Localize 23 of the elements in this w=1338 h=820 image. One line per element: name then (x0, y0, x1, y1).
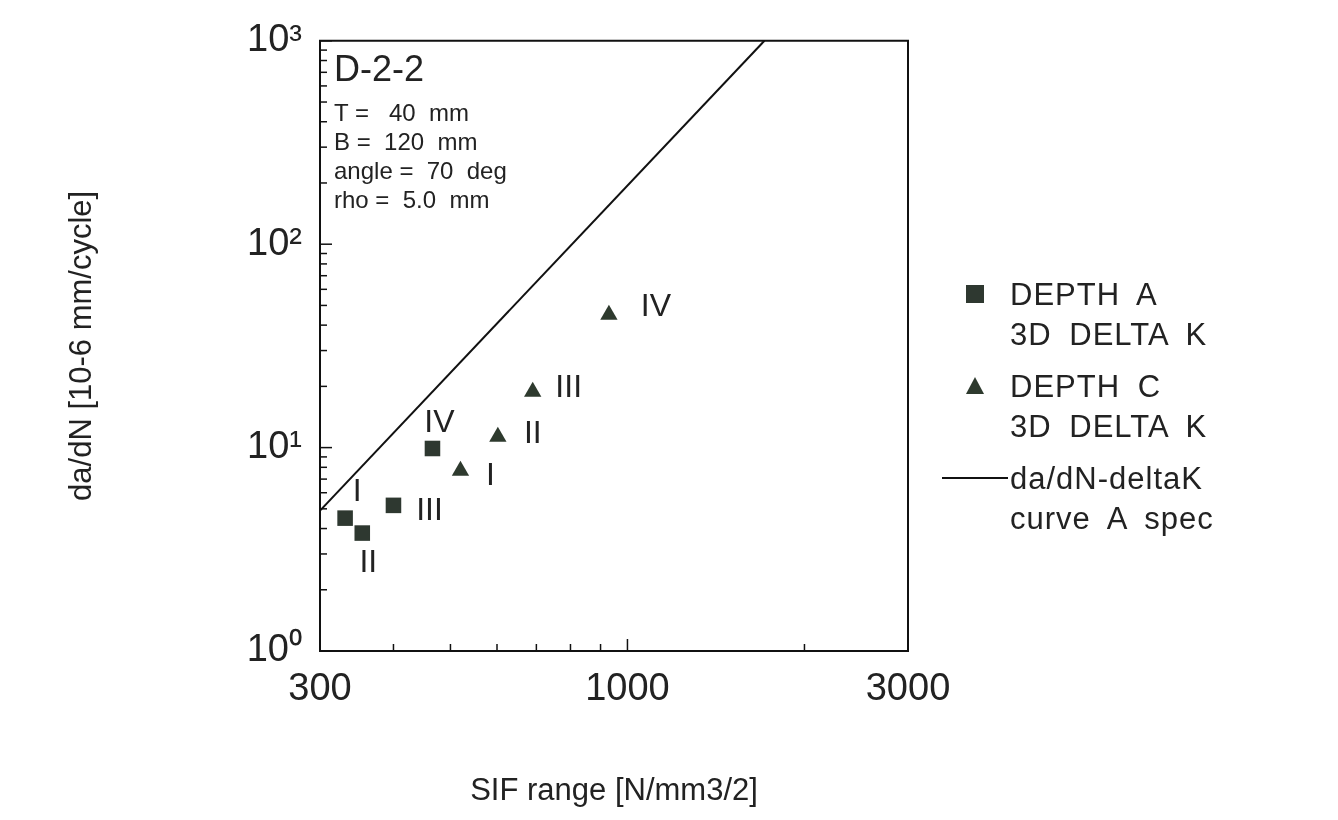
annotation: III (555, 367, 583, 404)
annotation: III (416, 491, 443, 528)
y-axis-title: da/dN [10-6 mm/cycle] (63, 190, 99, 501)
legend-label: DEPTH A 3D DELTA K (1010, 276, 1208, 354)
annotation: angle = 70 deg (334, 157, 507, 185)
y-tick-label: 10³ (247, 17, 302, 60)
x-tick-label: 1000 (585, 666, 670, 709)
x-axis-title: SIF range [N/mm3/2] (470, 771, 758, 807)
annotation: rho = 5.0 mm (334, 186, 490, 214)
annotation: T = 40 mm (334, 99, 469, 127)
annotation: II (523, 413, 542, 450)
x-tick-label: 3000 (865, 666, 951, 709)
annotation: IV (424, 403, 456, 440)
y-tick-label: 10¹ (247, 424, 302, 467)
annotation: B = 120 mm (334, 128, 478, 156)
annotation: D-2-2 (334, 47, 425, 89)
annotation: IV (640, 286, 672, 323)
legend-label: DEPTH C 3D DELTA K (1010, 368, 1208, 446)
legend-label: da/dN-deltaK curve A spec (1010, 460, 1214, 538)
annotation: II (359, 542, 378, 579)
annotation: I (352, 471, 362, 508)
annotation: I (486, 455, 495, 492)
y-tick-label: 10² (247, 220, 302, 263)
